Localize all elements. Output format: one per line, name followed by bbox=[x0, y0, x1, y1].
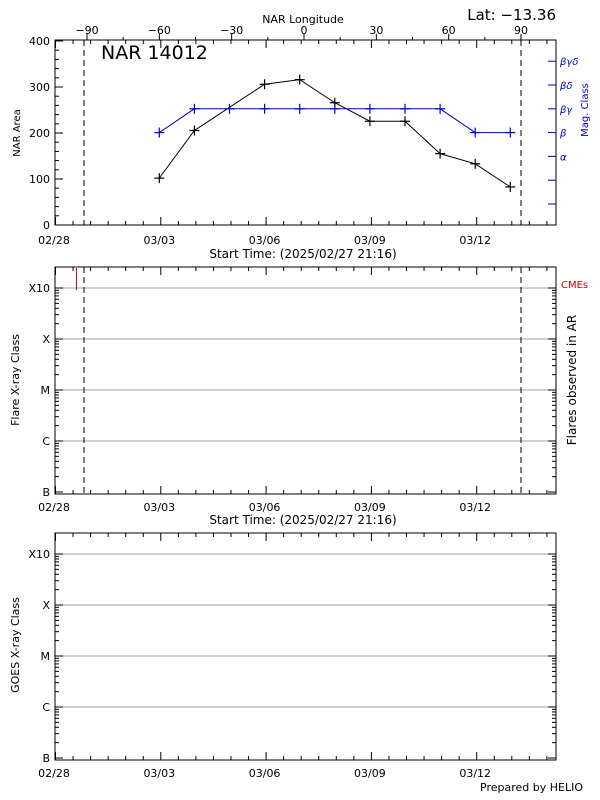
panel-2-ylabel: Flare X-ray Class bbox=[9, 334, 22, 426]
top-tick-label: −90 bbox=[75, 24, 98, 37]
y-class-label: B bbox=[42, 752, 50, 765]
top-tick-label: 60 bbox=[442, 24, 456, 37]
y-class-label: X bbox=[42, 333, 50, 346]
panel-2-vlines bbox=[83, 267, 522, 494]
x-tick-label: 03/09 bbox=[354, 501, 386, 514]
top-tick-label: 90 bbox=[514, 24, 528, 37]
top-tick-label: 30 bbox=[369, 24, 383, 37]
panel-1-mag-ticks: α β βγ βδ βγδ bbox=[548, 57, 578, 205]
panel-1-ylabel: NAR Area bbox=[12, 109, 23, 156]
area-series bbox=[154, 74, 516, 192]
panel-1-vlines bbox=[83, 40, 522, 225]
y-class-label: X bbox=[42, 599, 50, 612]
panel-3-grid bbox=[55, 553, 556, 708]
y-class-label: M bbox=[41, 650, 51, 663]
panel-flare-class: B C M X X10 02/28 03/03 03/06 03/09 03/12 CMEs F… bbox=[9, 266, 588, 527]
x-tick-label: 03/12 bbox=[459, 501, 491, 514]
x-tick-label: 03/12 bbox=[459, 234, 491, 247]
x-tick-label: 03/03 bbox=[143, 501, 175, 514]
panel-2-grid bbox=[55, 287, 556, 442]
mag-class-series bbox=[154, 103, 516, 138]
region-label: NAR 14012 bbox=[101, 42, 208, 64]
panel-1-top-ticks: −90 −60 −30 0 30 60 90 bbox=[75, 24, 528, 40]
panel-2-frame bbox=[54, 266, 557, 495]
y-class-label: X10 bbox=[28, 548, 50, 561]
panel-1-y-ticks: 0 100 200 300 400 bbox=[29, 35, 63, 232]
x-tick-label: 03/06 bbox=[249, 501, 281, 514]
y-class-label: C bbox=[42, 435, 50, 448]
x-tick-label: 03/12 bbox=[459, 767, 491, 780]
x-tick-label: 02/28 bbox=[38, 234, 70, 247]
cme-legend: CMEs bbox=[561, 280, 588, 291]
panel-3-frame bbox=[54, 532, 557, 761]
y-tick-label: 0 bbox=[43, 219, 50, 232]
y-class-label: M bbox=[41, 384, 51, 397]
panel-2-xlabel: Start Time: (2025/02/27 21:16) bbox=[209, 513, 396, 527]
panel-2-right-label: Flares observed in AR bbox=[565, 315, 579, 445]
latitude-label: Lat: −13.36 bbox=[467, 6, 556, 24]
y-tick-label: 200 bbox=[29, 127, 50, 140]
top-tick-label: −30 bbox=[220, 24, 243, 37]
panel-1-xlabel: Start Time: (2025/02/27 21:16) bbox=[209, 247, 396, 261]
y-tick-label: 100 bbox=[29, 173, 50, 186]
panel-1-x-ticks: 02/28 03/03 03/06 03/09 03/12 bbox=[38, 40, 548, 247]
panel-3-y-ticks: B C M X X10 bbox=[28, 548, 556, 765]
panel-2-x-ticks: 02/28 03/03 03/06 03/09 03/12 bbox=[38, 267, 548, 514]
x-tick-label: 03/03 bbox=[143, 767, 175, 780]
x-tick-label: 03/06 bbox=[249, 234, 281, 247]
panel-goes-class: B C M X X10 02/28 03/03 03/06 03/09 03/12 GOES X… bbox=[9, 532, 557, 780]
x-tick-label: 03/06 bbox=[249, 767, 281, 780]
x-tick-label: 03/09 bbox=[354, 767, 386, 780]
y-class-label: C bbox=[42, 701, 50, 714]
y-class-label: X10 bbox=[28, 282, 50, 295]
panel-1-right-label: Mag. Class bbox=[580, 83, 591, 137]
x-tick-label: 03/09 bbox=[354, 234, 386, 247]
top-tick-label: −60 bbox=[148, 24, 171, 37]
top-axis-title: NAR Longitude bbox=[262, 13, 344, 26]
x-tick-label: 02/28 bbox=[38, 767, 70, 780]
y-tick-label: 300 bbox=[29, 81, 50, 94]
y-tick-label: 400 bbox=[29, 35, 50, 48]
panel-3-ylabel: GOES X-ray Class bbox=[9, 597, 22, 693]
mag-tick-label: βγ bbox=[559, 105, 573, 116]
top-tick-label: 0 bbox=[301, 24, 308, 37]
panel-3-x-ticks: 02/28 03/03 03/06 03/09 03/12 bbox=[38, 533, 548, 780]
footer-credit: Prepared by HELIO bbox=[480, 781, 583, 794]
mag-tick-label: α bbox=[560, 152, 567, 163]
mag-tick-label: β bbox=[559, 129, 567, 140]
x-tick-label: 03/03 bbox=[143, 234, 175, 247]
mag-tick-label: βγδ bbox=[559, 57, 578, 68]
panel-2-y-ticks: B C M X X10 bbox=[28, 282, 556, 499]
y-class-label: B bbox=[42, 486, 50, 499]
area-line bbox=[158, 79, 511, 188]
mag-tick-label: βδ bbox=[559, 81, 573, 92]
x-tick-label: 02/28 bbox=[38, 501, 70, 514]
